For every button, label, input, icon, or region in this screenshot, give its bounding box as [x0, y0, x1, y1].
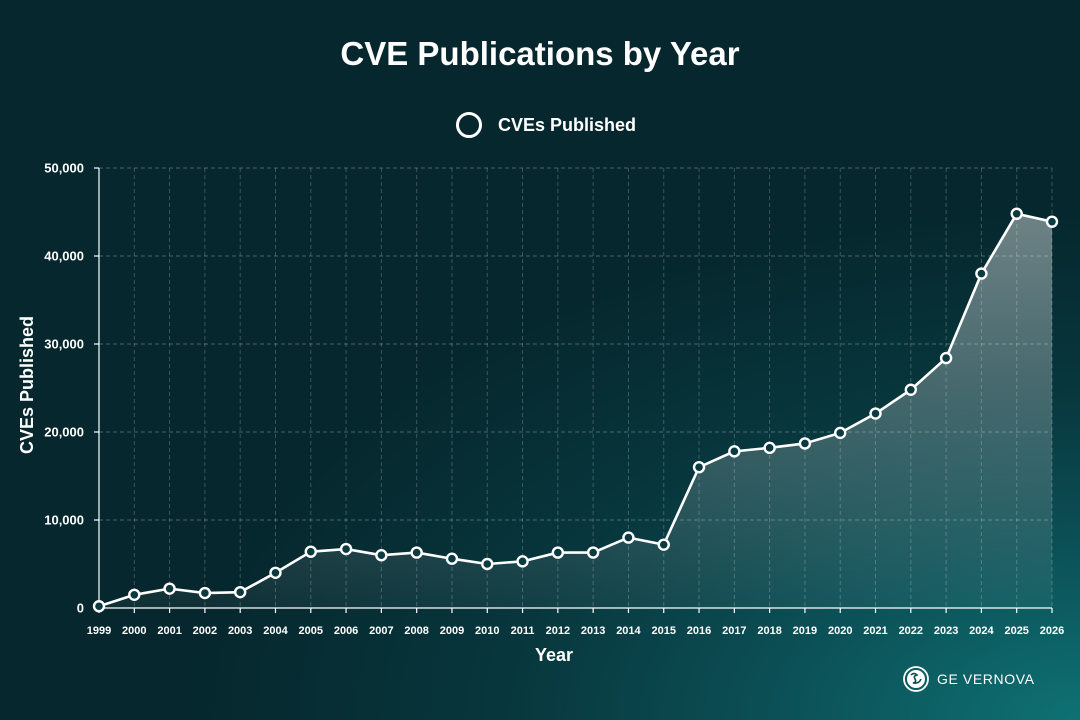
data-point-2005 — [304, 545, 317, 558]
x-tick-label: 2006 — [334, 625, 358, 637]
x-tick-label: 2018 — [757, 625, 781, 637]
x-tick-label: 2017 — [722, 625, 746, 637]
x-tick-label: 2012 — [546, 625, 570, 637]
series-line — [98, 212, 1053, 608]
x-tick-label: 2019 — [793, 625, 817, 637]
data-point-2024 — [975, 267, 988, 280]
data-point-2026 — [1045, 215, 1059, 228]
x-tick-label: 2003 — [228, 625, 252, 637]
brand-name: GE VERNOVA — [937, 671, 1035, 687]
area-path — [99, 213, 1052, 608]
data-point-2020 — [834, 426, 847, 440]
y-tick-label: 10,000 — [44, 513, 84, 528]
data-point-2003 — [233, 585, 247, 599]
data-point-2016 — [692, 461, 706, 474]
data-point-2007 — [375, 549, 388, 562]
y-axis-label: CVEs Published — [17, 316, 37, 454]
data-point-1999 — [92, 600, 106, 613]
series-polyline — [98, 212, 1053, 608]
x-tick-label: 2001 — [157, 625, 181, 637]
y-tick-label: 30,000 — [44, 337, 84, 352]
y-tick-labels: 0 10,000 20,000 30,000 40,000 50,000 — [44, 161, 84, 616]
brand-logo: GE VERNOVA — [903, 666, 1035, 692]
x-tick-label: 2002 — [193, 625, 217, 637]
data-point-2025 — [1010, 207, 1023, 220]
x-tick-label: 2000 — [122, 625, 146, 637]
data-point-2019 — [798, 437, 812, 450]
x-tick-label: 2010 — [475, 625, 499, 637]
data-point-2000 — [128, 588, 141, 601]
data-point-2021 — [869, 407, 882, 420]
data-point-2011 — [516, 555, 529, 568]
chart-title: CVE Publications by Year — [340, 35, 739, 72]
y-tick-label: 20,000 — [44, 425, 84, 440]
x-tick-label: 2022 — [899, 625, 923, 637]
x-tick-label: 2021 — [863, 625, 887, 637]
y-tick-label: 50,000 — [44, 161, 84, 176]
data-point-2010 — [481, 557, 494, 571]
data-point-2023 — [939, 351, 953, 365]
data-point-2008 — [410, 546, 423, 559]
data-points — [92, 207, 1059, 613]
data-point-2017 — [728, 445, 741, 458]
x-tick-labels: 1999 2000 2001 2002 2003 2004 2005 2006 2007 2008… — [87, 625, 1064, 637]
x-tick-label: 2005 — [299, 625, 323, 637]
data-point-2012 — [551, 546, 565, 559]
ge-monogram-icon — [903, 666, 929, 692]
x-tick-label: 2015 — [651, 625, 675, 637]
area-fill — [99, 213, 1052, 608]
y-tick-label: 0 — [77, 601, 84, 616]
x-tick-label: 2026 — [1040, 625, 1064, 637]
data-point-2014 — [622, 531, 635, 544]
data-point-2022 — [904, 383, 918, 396]
data-point-2013 — [586, 546, 600, 559]
x-tick-label: 2004 — [263, 625, 288, 637]
legend: CVEs Published — [456, 112, 636, 138]
legend-marker — [456, 112, 482, 138]
data-point-2009 — [445, 552, 459, 565]
data-point-2018 — [763, 441, 776, 455]
data-point-2015 — [657, 538, 670, 551]
x-tick-label: 2024 — [969, 625, 994, 637]
data-point-2004 — [269, 566, 282, 579]
x-tick-label: 2014 — [616, 625, 641, 637]
x-axis-label: Year — [535, 645, 573, 665]
x-tick-label: 2025 — [1004, 625, 1028, 637]
data-point-2002 — [198, 586, 212, 600]
x-tick-label: 2016 — [687, 625, 711, 637]
x-tick-label: 2009 — [440, 625, 464, 637]
data-point-2001 — [163, 582, 176, 595]
x-tick-label: 2020 — [828, 625, 852, 637]
data-point-2006 — [339, 542, 353, 556]
x-tick-label: 2011 — [511, 625, 535, 637]
x-tick-label: 2013 — [581, 625, 605, 637]
y-tick-label: 40,000 — [44, 249, 84, 264]
x-tick-label: 2023 — [934, 625, 958, 637]
x-tick-label: 1999 — [87, 625, 111, 637]
legend-label: CVEs Published — [498, 115, 636, 135]
x-tick-label: 2008 — [404, 625, 428, 637]
x-tick-label: 2007 — [369, 625, 393, 637]
